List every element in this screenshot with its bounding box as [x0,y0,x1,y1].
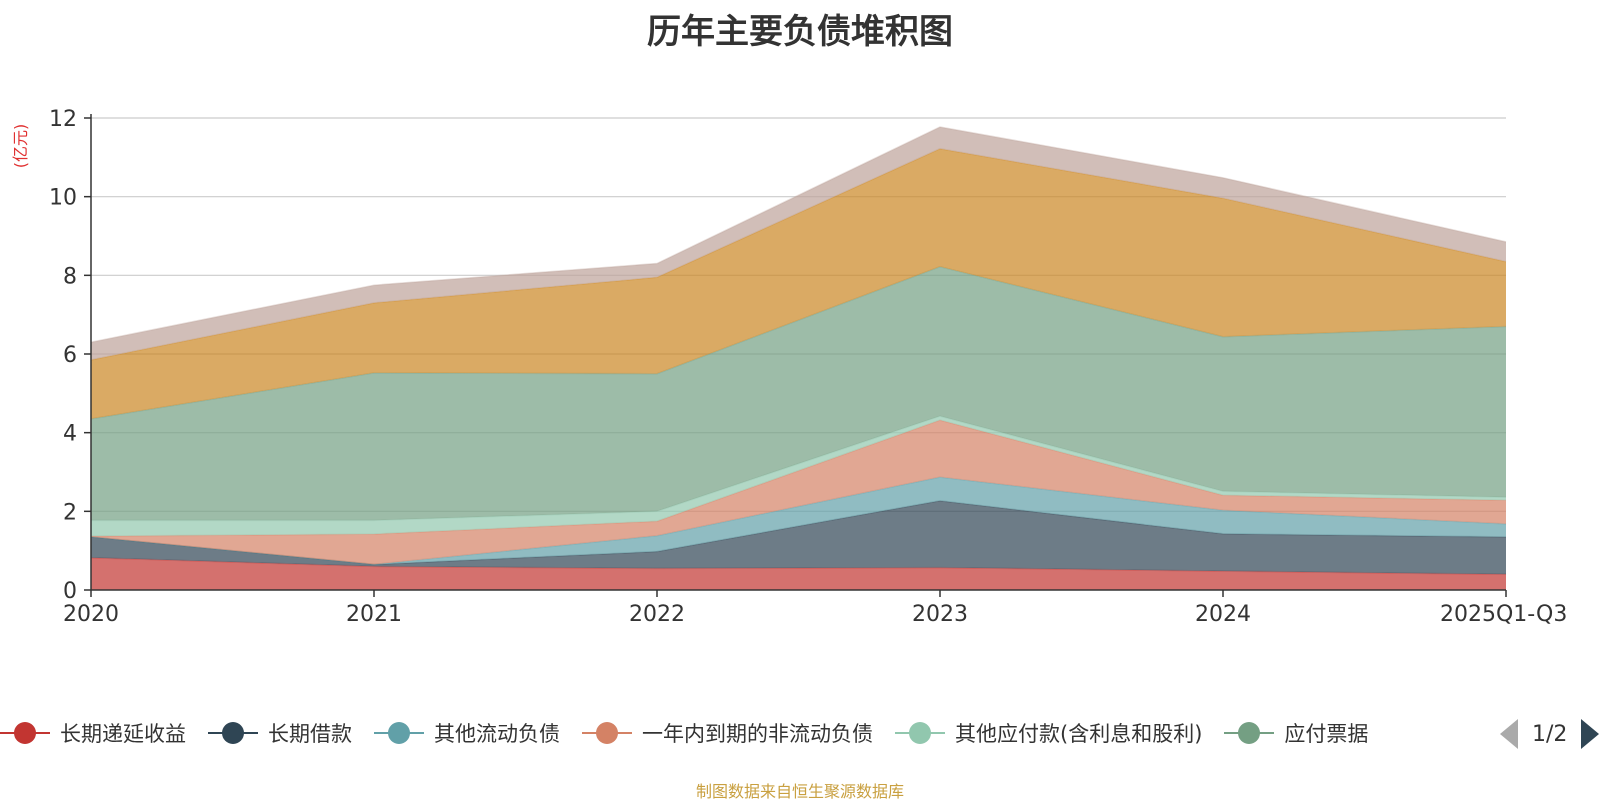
area-series-2 [91,477,1506,565]
legend-marker-icon [374,721,424,745]
legend-item[interactable]: 一年内到期的非流动负债 [582,718,873,748]
legend-item[interactable]: 长期借款 [208,718,352,748]
area-layers [90,126,1507,590]
y-tick-label: 4 [63,422,77,447]
legend-item[interactable]: 应付票据 [1224,718,1368,748]
y-tick-label: 6 [63,343,77,368]
area-series-0 [91,557,1506,590]
chart-title: 历年主要负债堆积图 [647,12,953,52]
source-note: 制图数据来自恒生聚源数据库 [695,782,904,801]
area-series-5 [91,266,1506,521]
legend-label: 其他应付款(含利息和股利) [955,722,1203,746]
legend-next-page-icon[interactable] [1581,719,1600,749]
y-tick-label: 10 [49,186,77,211]
y-tick-label: 8 [63,264,77,289]
legend-label: 应付票据 [1284,722,1369,746]
legend-item[interactable]: 其他应付款(含利息和股利) [895,718,1202,748]
legend-prev-page-icon[interactable] [1500,719,1518,749]
legend-marker-icon [1224,721,1275,745]
legend: 长期递延收益 长期借款 其他流动负债 一年内到期的非流动负债 其他应付款(含利息和股利)… [0,712,1490,754]
area-series-1 [91,500,1506,575]
x-tick-label: 2020 [63,602,119,627]
axes: 0 2 4 6 8 10 12 2020 2021 2022 2023 2024 2025Q1-Q3 [49,107,1567,627]
area-series-edge-6 [90,147,1507,361]
area-series-7 [91,127,1506,360]
area-chart: 0 2 4 6 8 10 12 2020 2021 2022 2023 2024 2025Q1-Q3 (… [11,107,1567,627]
y-tick-label: 0 [63,579,77,604]
legend-pager: 1/2 [1500,716,1600,752]
x-tick-label: 2025Q1-Q3 [1440,602,1567,627]
x-tick-label: 2023 [912,602,968,627]
legend-item[interactable]: 长期递延收益 [0,718,186,748]
legend-label: 长期借款 [268,722,352,746]
legend-marker-icon [582,721,632,745]
y-tick-label: 2 [63,500,77,525]
legend-label: 长期递延收益 [60,722,186,746]
x-tick-label: 2022 [629,602,685,627]
legend-label: 其他流动负债 [434,722,560,746]
area-series-edge-7 [90,126,1507,343]
legend-page-indicator: 1/2 [1532,721,1568,747]
area-series-6 [91,148,1506,419]
area-series-4 [91,416,1506,537]
legend-marker-icon [895,721,945,745]
y-tick-label: 12 [49,107,77,132]
x-tick-label: 2021 [346,602,402,627]
legend-item[interactable]: 其他流动负债 [374,718,560,748]
x-tick-label: 2024 [1195,602,1251,627]
legend-marker-icon [208,721,258,745]
area-series-3 [91,420,1506,565]
legend-label: 一年内到期的非流动负债 [642,722,873,746]
y-axis-unit-label: (亿元) [11,124,30,169]
legend-marker-icon [0,721,50,745]
